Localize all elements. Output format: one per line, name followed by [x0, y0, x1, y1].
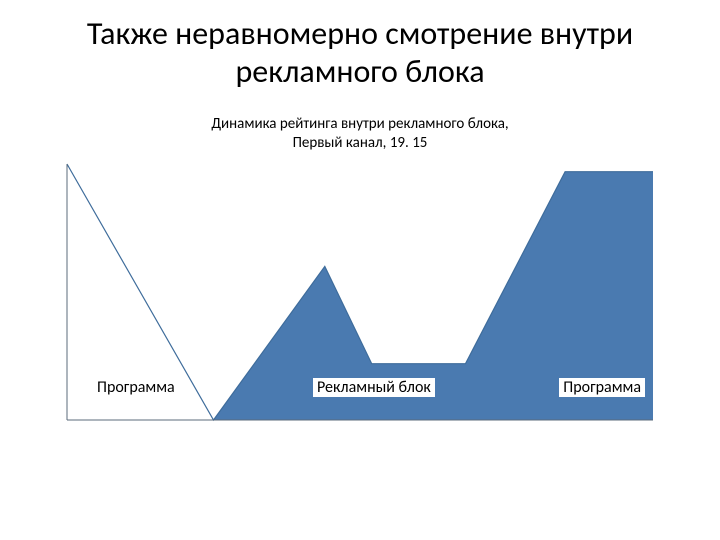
label-programma-left: Программа: [93, 378, 179, 397]
label-programma-right: Программа: [559, 378, 645, 397]
chart-title: Динамика рейтинга внутри рекламного блок…: [0, 115, 720, 154]
chart-title-line2: Первый канал, 19. 15: [293, 134, 428, 152]
label-reklamnyy-blok: Рекламный блок: [313, 378, 435, 397]
slide-main-title: Также неравномерно смотрение внутри рекл…: [0, 0, 720, 97]
chart-title-line1: Динамика рейтинга внутри рекламного блок…: [211, 115, 508, 133]
chart-container: Программа Рекламный блок Программа: [65, 162, 655, 422]
